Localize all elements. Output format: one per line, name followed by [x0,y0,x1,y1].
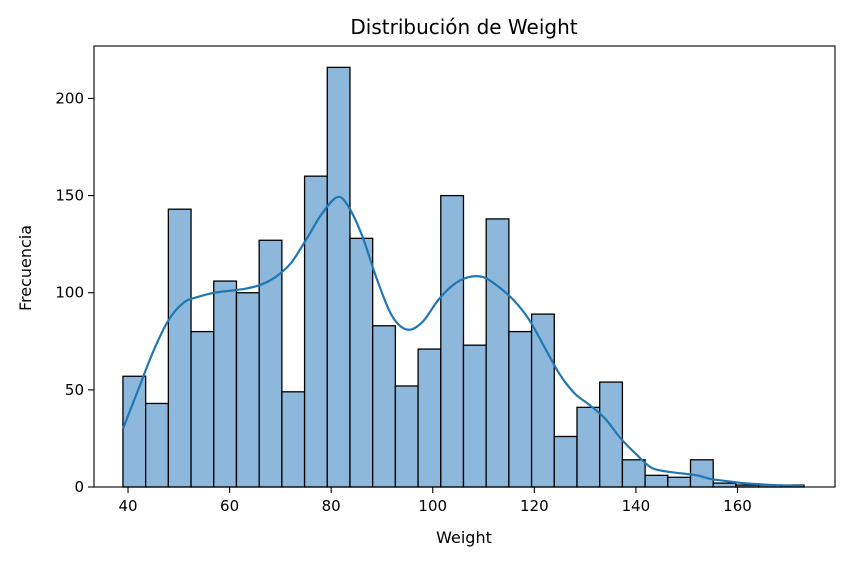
histogram-bar [235,292,260,488]
x-tick-label: 160 [723,497,752,515]
y-tick-label: 100 [55,284,84,302]
histogram-bar [644,474,669,488]
histogram-bar [372,325,397,488]
kde-curve [121,195,804,488]
x-tick-label: 60 [220,497,239,515]
histogram-bar [440,194,465,488]
x-tick-label: 80 [322,497,341,515]
y-tick-label: 50 [65,381,84,399]
histogram-bar [213,280,238,488]
histogram-bar [258,239,283,488]
histogram-bar [462,344,487,488]
y-axis-ticks: 0 50 100 150 200 [55,89,94,496]
histogram-bar [712,482,737,488]
histogram-bar [530,313,555,488]
plot-frame [93,45,836,488]
y-tick-label: 200 [55,89,84,107]
histogram-bar [326,66,351,488]
histogram-bar [167,208,192,488]
histogram-bar [417,348,442,488]
y-tick-label: 150 [55,187,84,205]
histogram-bar [190,330,215,488]
histogram-bar [281,391,306,488]
x-tick-label: 140 [622,497,651,515]
histogram-bar [553,435,578,488]
x-tick-label: 100 [418,497,447,515]
histogram-bar [599,381,624,488]
histogram-bar [394,385,419,488]
histogram-bar [144,402,169,488]
x-axis-ticks: 40 60 80 100 120 140 160 [118,487,752,515]
chart-title: Distribución de Weight [350,15,577,39]
histogram-bar [122,375,147,488]
histogram-bar [485,218,510,488]
histogram-bar [621,459,646,488]
histogram-bar [667,476,692,488]
bars-group [122,66,805,488]
y-axis-label: Frecuencia [16,225,35,311]
x-axis-label: Weight [436,528,492,547]
y-tick-label: 0 [74,478,84,496]
histogram-bar [689,459,714,488]
histogram-bar [508,330,533,488]
histogram-bar [349,237,374,488]
x-tick-label: 40 [118,497,137,515]
histogram-bar [576,406,601,488]
x-tick-label: 120 [520,497,549,515]
